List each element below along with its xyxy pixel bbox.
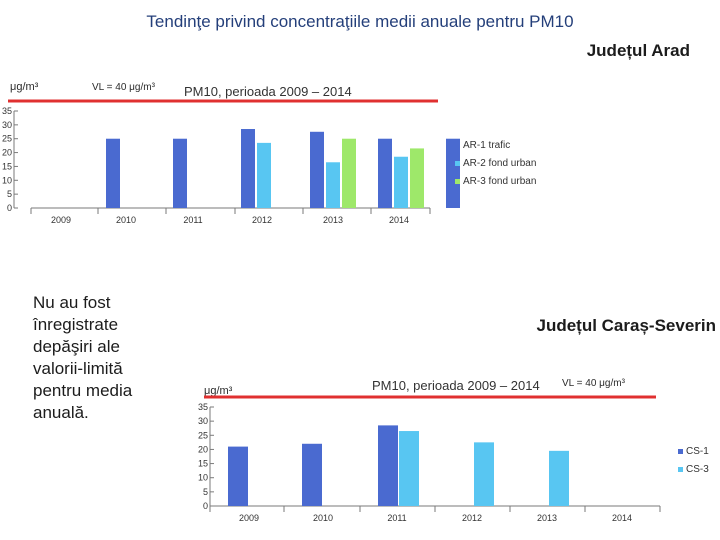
cs-y-tick-label: 25 bbox=[198, 430, 208, 440]
arad-x-tick-label: 2011 bbox=[183, 215, 202, 225]
arad-legend-marker bbox=[455, 143, 460, 148]
arad-y-tick-label: 30 bbox=[2, 120, 12, 130]
arad-y-tick-label: 35 bbox=[2, 106, 12, 116]
arad-chart-title: PM10, perioada 2009 – 2014 bbox=[184, 84, 352, 99]
arad-bar-ar-1-trafic-2010 bbox=[173, 138, 187, 208]
arad-bar-ar-1-trafic-2011 bbox=[241, 129, 255, 208]
cs-y-tick-label: 10 bbox=[198, 473, 208, 483]
cs-y-tick-label: 15 bbox=[198, 459, 208, 469]
arad-bar-ar-2-fond-urban-2013 bbox=[394, 156, 408, 208]
cs-x-tick-label: 2010 bbox=[313, 513, 333, 523]
county-title-arad: Județul Arad bbox=[586, 41, 690, 60]
cs-x-tick-label: 2014 bbox=[612, 513, 632, 523]
cs-limit-label: VL = 40 μg/m³ bbox=[562, 378, 626, 389]
note-text: Nu au fost înregistrate depăşiri ale val… bbox=[33, 293, 133, 422]
cs-y-tick-label: 5 bbox=[203, 487, 208, 497]
arad-x-tick-label: 2009 bbox=[51, 215, 71, 225]
arad-legend-label: AR-3 fond urban bbox=[463, 176, 536, 187]
cs-bar-cs-1-2009 bbox=[228, 446, 248, 506]
arad-y-tick-label: 25 bbox=[2, 134, 12, 144]
arad-legend-label: AR-2 fond urban bbox=[463, 158, 536, 169]
arad-legend-label: AR-1 trafic bbox=[463, 140, 510, 151]
arad-x-tick-label: 2012 bbox=[252, 215, 272, 225]
arad-y-tick-label: 0 bbox=[7, 203, 12, 213]
arad-y-tick-label: 10 bbox=[2, 175, 12, 185]
arad-bar-ar-1-trafic-2012 bbox=[310, 131, 324, 208]
arad-y-tick-label: 20 bbox=[2, 148, 12, 158]
arad-bar-ar-1-trafic-2014 bbox=[446, 138, 460, 208]
cs-legend-marker bbox=[678, 467, 683, 472]
arad-bar-ar-1-trafic-2013 bbox=[378, 138, 392, 208]
cs-x-tick-label: 2009 bbox=[239, 513, 259, 523]
arad-bar-ar-2-fond-urban-2011 bbox=[257, 142, 271, 208]
arad-limit-label: VL = 40 μg/m³ bbox=[92, 82, 156, 93]
cs-x-tick-label: 2013 bbox=[537, 513, 557, 523]
cs-legend-marker bbox=[678, 449, 683, 454]
arad-x-tick-label: 2014 bbox=[389, 215, 409, 225]
arad-bar-ar-3-fond-urban-2012 bbox=[342, 138, 356, 208]
arad-y-tick-label: 15 bbox=[2, 161, 12, 171]
arad-bar-ar-1-trafic-2009 bbox=[106, 138, 120, 208]
cs-y-tick-label: 0 bbox=[203, 501, 208, 511]
cs-bar-cs-3-2013 bbox=[549, 450, 569, 506]
arad-y-tick-label: 5 bbox=[7, 189, 12, 199]
arad-legend-marker bbox=[455, 179, 460, 184]
cs-bar-cs-1-2010 bbox=[302, 443, 322, 506]
cs-x-tick-label: 2011 bbox=[387, 513, 406, 523]
arad-x-tick-label: 2010 bbox=[116, 215, 136, 225]
arad-y-axis-label: μg/m³ bbox=[10, 81, 39, 93]
arad-bar-ar-3-fond-urban-2013 bbox=[410, 148, 424, 208]
slide-title: Tendinţe privind concentraţiile medii an… bbox=[146, 12, 574, 31]
cs-y-tick-label: 30 bbox=[198, 416, 208, 426]
cs-legend-label: CS-1 bbox=[686, 446, 709, 457]
cs-y-tick-label: 35 bbox=[198, 402, 208, 412]
arad-x-tick-label: 2013 bbox=[323, 215, 343, 225]
cs-legend-label: CS-3 bbox=[686, 464, 709, 475]
county-title-caras-severin: Județul Caraș-Severin bbox=[536, 316, 716, 335]
cs-y-axis-label: μg/m³ bbox=[204, 385, 233, 397]
cs-bar-cs-1-2011 bbox=[378, 425, 398, 506]
cs-x-tick-label: 2012 bbox=[462, 513, 482, 523]
arad-legend-marker bbox=[455, 161, 460, 166]
cs-bar-cs-3-2011 bbox=[399, 431, 419, 506]
cs-bar-cs-3-2012 bbox=[474, 442, 494, 506]
cs-chart-title: PM10, perioada 2009 – 2014 bbox=[372, 378, 540, 393]
arad-bar-ar-2-fond-urban-2012 bbox=[326, 162, 340, 208]
cs-y-tick-label: 20 bbox=[198, 444, 208, 454]
